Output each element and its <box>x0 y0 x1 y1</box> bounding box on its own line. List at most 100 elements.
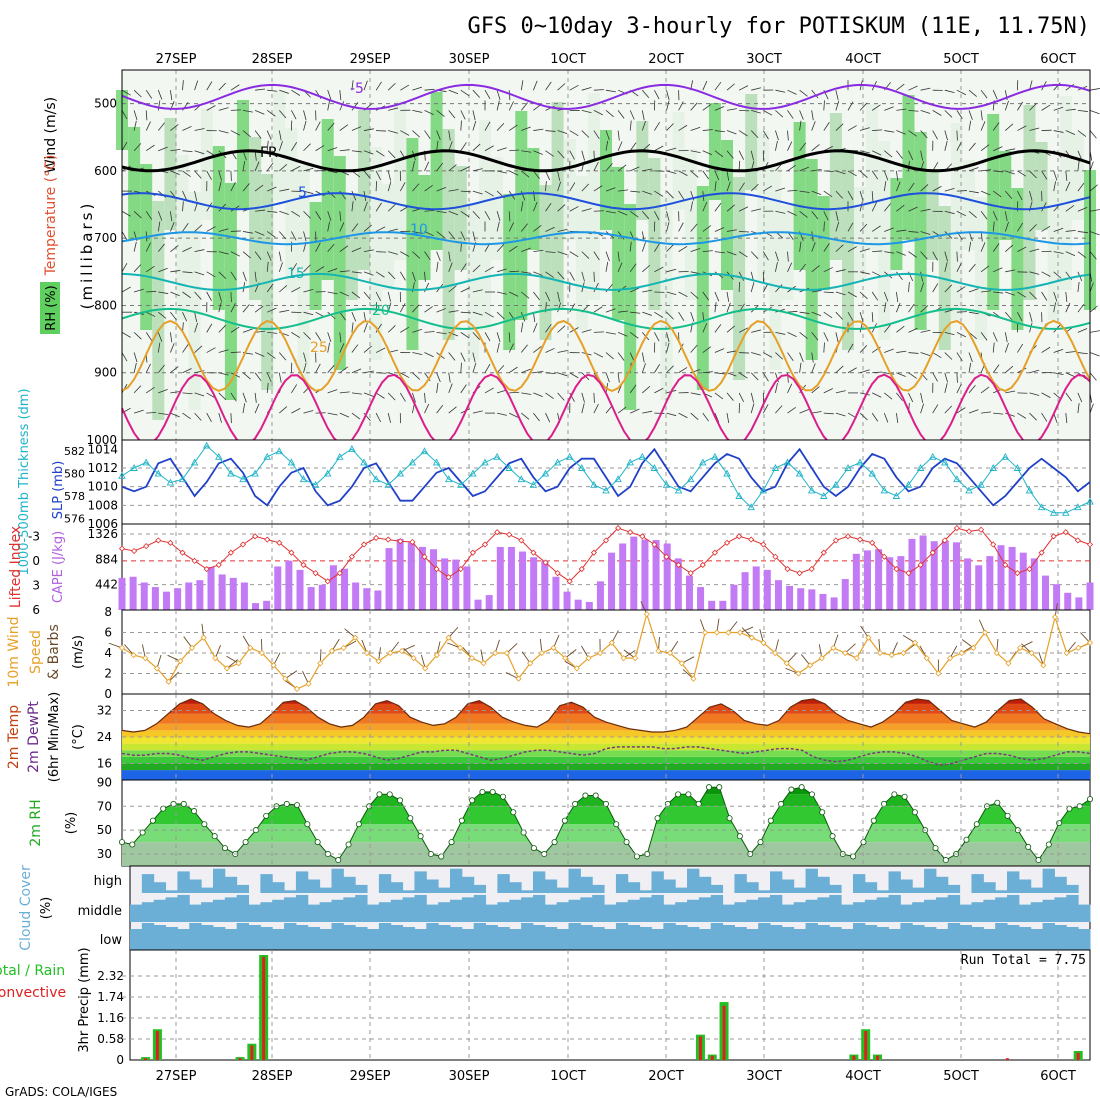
wind-barb <box>412 372 421 380</box>
cloud-bar <box>805 868 818 893</box>
rh-shade-cell <box>285 128 298 290</box>
wind-barb <box>472 264 481 273</box>
li-point <box>433 565 440 573</box>
wind-barb <box>569 182 576 192</box>
wind-barb <box>194 128 205 131</box>
li-point <box>215 561 222 569</box>
cloud-bar <box>663 904 676 922</box>
precip-panel-frame <box>129 949 1091 1061</box>
wind-barb <box>424 231 434 237</box>
date-label-top: 30SEP <box>449 52 490 67</box>
wind-barb <box>992 190 1002 198</box>
wind-barb <box>508 343 514 353</box>
cape-bar <box>118 577 126 610</box>
wind-barb <box>896 204 905 212</box>
cape-bar <box>585 601 593 610</box>
wind-barb <box>593 392 595 403</box>
wind-barb <box>303 190 314 195</box>
wind-barb <box>194 224 203 232</box>
wind-barb <box>726 150 734 159</box>
wind-barb <box>448 331 459 337</box>
pressure-tick-label: 800 <box>94 298 117 312</box>
wind-barb <box>351 247 362 253</box>
wind-barb <box>726 108 737 111</box>
rh-shade-cell <box>309 202 322 310</box>
cloud-bar <box>675 902 688 922</box>
cloud-bar <box>900 904 913 922</box>
wind-barb <box>884 130 895 133</box>
wind-barb <box>496 311 505 320</box>
wind-barb <box>254 392 257 403</box>
wind-barb <box>968 190 979 194</box>
wind-barb <box>726 170 730 181</box>
wind-barb <box>266 130 272 140</box>
temp-contour-label: 10 <box>410 222 428 238</box>
wind-speed-point <box>282 675 289 682</box>
cloud-bar <box>224 897 238 922</box>
wind-barb <box>206 392 216 399</box>
rh-point <box>1025 843 1032 850</box>
wind-barb <box>678 291 688 298</box>
wind-speed-point <box>608 639 615 646</box>
wind-barb <box>944 284 953 293</box>
precip-conv-bar <box>864 1031 868 1060</box>
wind-barb <box>376 251 387 253</box>
cape-bar <box>519 551 527 610</box>
wind-barb <box>980 211 988 220</box>
wind-barb <box>569 84 579 91</box>
wind-barb <box>520 201 524 212</box>
axis-tick-label: 1012 <box>87 461 118 475</box>
wind-barb <box>751 87 761 91</box>
wind-barb <box>327 364 335 373</box>
cloud-bar <box>983 929 996 950</box>
cape-bar <box>952 542 960 610</box>
wind-barb <box>993 291 1004 294</box>
li-point <box>808 565 815 573</box>
wind-barb <box>206 412 212 423</box>
wind-barb <box>1077 150 1083 161</box>
rh-shade-cell <box>696 186 709 390</box>
wind-barb <box>460 110 466 120</box>
rh-shade-cell <box>587 93 600 300</box>
wind-barb <box>1065 170 1068 181</box>
precip-conv-bar <box>1076 1052 1080 1060</box>
wind-barb <box>896 372 906 377</box>
wind-speed-point <box>1086 639 1094 646</box>
wind-barb <box>642 311 652 316</box>
wind-barb <box>1029 190 1033 201</box>
wind-barb <box>436 110 445 117</box>
wind-barb <box>859 248 870 253</box>
wind-barb <box>968 263 976 273</box>
wind-barb <box>1077 160 1080 171</box>
wind-speed-point <box>317 660 324 667</box>
wind-barb <box>1004 211 1008 222</box>
wind-speed-point <box>538 649 545 657</box>
wind-barb <box>509 149 520 152</box>
thickness-point <box>1049 508 1058 516</box>
wind-barb <box>617 164 627 172</box>
cape-bar <box>374 590 382 610</box>
thickness-point <box>686 475 695 483</box>
wind-barb <box>775 284 783 293</box>
wind-barb <box>811 411 822 414</box>
wind-barb-10m <box>611 630 619 643</box>
wind-barb <box>605 352 614 360</box>
wind-barb <box>218 291 222 302</box>
wind-barb <box>1041 170 1048 180</box>
wind-barb <box>944 405 953 414</box>
wind-barb <box>956 352 963 362</box>
wind-barb <box>254 372 262 381</box>
wind-barb <box>944 130 948 141</box>
cloud-bar <box>355 884 368 893</box>
wind-barb <box>823 342 825 353</box>
wind-barb-10m <box>640 601 648 615</box>
wind-barb <box>896 251 906 256</box>
wind-barb <box>859 223 868 232</box>
thickness-point <box>239 475 247 483</box>
wind-barb <box>218 349 229 353</box>
wind-barb <box>363 370 374 374</box>
cloud-bar <box>485 904 498 922</box>
rh-shade-cell <box>188 192 201 410</box>
wind-barb <box>1029 392 1040 396</box>
